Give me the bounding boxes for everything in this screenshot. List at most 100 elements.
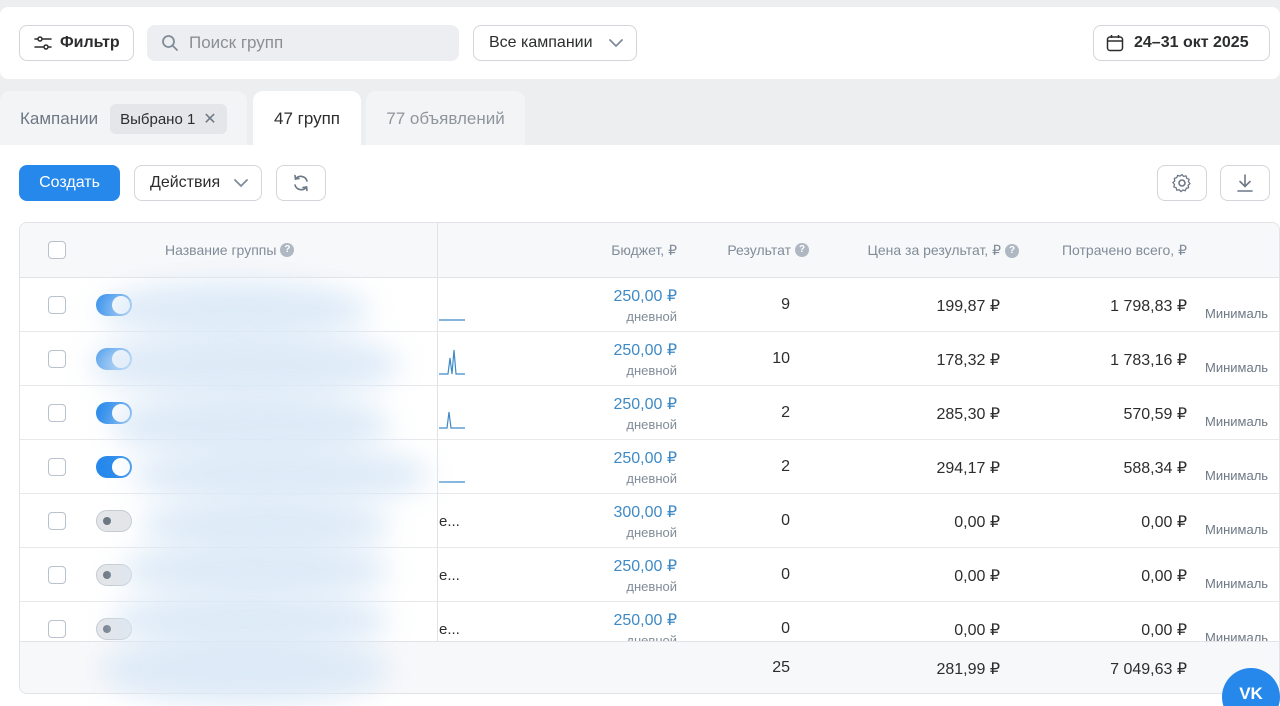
group-name-tail: е... [439, 513, 460, 530]
budget-period: дневной [626, 525, 677, 540]
budget-cell[interactable]: 250,00 ₽ дневной [613, 394, 677, 432]
date-range-button[interactable]: 24–31 окт 2025 [1093, 25, 1270, 61]
sparkline-chart [439, 411, 465, 429]
total-result: 25 [772, 659, 790, 676]
header-budget-label: Бюджет, ₽ [611, 242, 677, 258]
strategy-cell: Минималь [1205, 306, 1269, 321]
refresh-icon [294, 174, 308, 192]
help-icon[interactable]: ? [280, 243, 295, 257]
row-checkbox[interactable] [48, 296, 66, 314]
row-checkbox[interactable] [48, 512, 66, 530]
strategy-cell: Минималь [1205, 576, 1269, 591]
date-range-label: 24–31 окт 2025 [1134, 34, 1249, 51]
result-cell: 2 [781, 404, 790, 421]
sticky-column-divider [437, 223, 438, 641]
help-icon[interactable]: ? [1005, 243, 1019, 258]
spent-cell: 0,00 ₽ [1141, 514, 1187, 531]
actions-label: Действия [150, 174, 221, 191]
header-spent[interactable]: Потрачено всего, ₽ [1062, 242, 1187, 259]
refresh-button[interactable] [276, 165, 326, 201]
tab-groups-label: 47 групп [273, 109, 340, 128]
row-checkbox[interactable] [48, 350, 66, 368]
budget-amount[interactable]: 250,00 ₽ [613, 558, 677, 575]
tab-groups[interactable]: 47 групп [253, 91, 361, 147]
budget-amount[interactable]: 250,00 ₽ [613, 288, 677, 305]
budget-amount[interactable]: 250,00 ₽ [613, 450, 677, 467]
header-name[interactable]: Название группы? [165, 242, 295, 258]
select-all-checkbox[interactable] [48, 241, 66, 259]
status-toggle[interactable] [96, 618, 132, 640]
table-row[interactable]: 250,00 ₽ дневной 10 178,32 ₽ 1 783,16 ₽ М… [20, 332, 1279, 386]
tab-campaigns-label: Кампании [20, 109, 99, 128]
groups-table: Название группы? Бюджет, ₽ Результат? Це… [19, 222, 1280, 694]
spent-cell: 1 783,16 ₽ [1110, 352, 1187, 369]
actions-dropdown[interactable]: Действия [134, 165, 262, 201]
budget-cell[interactable]: 250,00 ₽ дневной [613, 556, 677, 594]
filter-label: Фильтр [60, 34, 120, 51]
table-totals-row: 25 281,99 ₽ 7 049,63 ₽ [20, 641, 1279, 693]
tab-ads-label: 77 объявлений [386, 109, 505, 128]
status-toggle[interactable] [96, 348, 132, 370]
budget-period: дневной [626, 417, 677, 432]
tab-campaigns[interactable]: Кампании Выбрано 1 ✕ [0, 91, 247, 147]
status-toggle[interactable] [96, 456, 132, 478]
budget-amount[interactable]: 250,00 ₽ [613, 612, 677, 629]
result-cell: 10 [772, 350, 790, 367]
download-button[interactable] [1220, 165, 1270, 201]
selected-chip-label: Выбрано 1 [120, 110, 196, 128]
table-row[interactable]: 250,00 ₽ дневной 2 294,17 ₽ 588,34 ₽ Мини… [20, 440, 1279, 494]
header-budget[interactable]: Бюджет, ₽ [611, 242, 677, 259]
table-row[interactable]: е... 300,00 ₽ дневной 0 0,00 ₽ 0,00 ₽ Мин… [20, 494, 1279, 548]
header-result[interactable]: Результат? [727, 242, 809, 258]
campaign-select[interactable]: Все кампании [473, 25, 637, 61]
status-toggle[interactable] [96, 510, 132, 532]
budget-cell[interactable]: 250,00 ₽ дневной [613, 448, 677, 486]
price-cell: 0,00 ₽ [954, 514, 1000, 531]
table-row[interactable]: 250,00 ₽ дневной 9 199,87 ₽ 1 798,83 ₽ Ми… [20, 278, 1279, 332]
row-checkbox[interactable] [48, 620, 66, 638]
group-name-tail: е... [439, 567, 460, 584]
strategy-cell: Минималь [1205, 468, 1269, 483]
price-cell: 0,00 ₽ [954, 568, 1000, 585]
budget-period: дневной [626, 309, 677, 324]
row-checkbox[interactable] [48, 566, 66, 584]
filter-button[interactable]: Фильтр [19, 25, 134, 61]
status-toggle[interactable] [96, 402, 132, 424]
close-icon[interactable]: ✕ [203, 111, 217, 128]
price-cell: 285,30 ₽ [936, 406, 1000, 423]
sparkline-chart [439, 319, 465, 321]
search-input[interactable] [189, 33, 449, 53]
tab-ads[interactable]: 77 объявлений [366, 91, 525, 147]
search-icon [162, 35, 178, 51]
header-name-label: Название группы [165, 242, 277, 258]
table-settings-button[interactable] [1157, 165, 1207, 201]
row-checkbox[interactable] [48, 404, 66, 422]
chevron-down-icon [234, 179, 248, 188]
filter-bar: Фильтр Все кампании 24–31 окт 2025 [0, 7, 1280, 79]
filter-sliders-icon [34, 36, 52, 50]
strategy-cell: Минималь [1205, 414, 1269, 429]
spent-cell: 1 798,83 ₽ [1110, 298, 1187, 315]
budget-cell[interactable]: 300,00 ₽ дневной [613, 502, 677, 540]
table-row[interactable]: е... 250,00 ₽ дневной 0 0,00 ₽ 0,00 ₽ Мин… [20, 548, 1279, 602]
row-checkbox[interactable] [48, 458, 66, 476]
header-price[interactable]: Цена за результат, ₽? [867, 242, 1019, 259]
create-button[interactable]: Создать [19, 165, 120, 201]
spent-cell: 0,00 ₽ [1141, 622, 1187, 639]
sparkline-chart [439, 481, 465, 483]
help-icon[interactable]: ? [795, 243, 809, 257]
budget-amount[interactable]: 300,00 ₽ [613, 504, 677, 521]
spent-cell: 0,00 ₽ [1141, 568, 1187, 585]
price-cell: 178,32 ₽ [936, 352, 1000, 369]
search-field[interactable] [147, 25, 459, 61]
gear-icon [1172, 173, 1191, 193]
status-toggle[interactable] [96, 564, 132, 586]
budget-cell[interactable]: 250,00 ₽ дневной [613, 286, 677, 324]
price-cell: 294,17 ₽ [936, 460, 1000, 477]
budget-cell[interactable]: 250,00 ₽ дневной [613, 340, 677, 378]
budget-amount[interactable]: 250,00 ₽ [613, 342, 677, 359]
status-toggle[interactable] [96, 294, 132, 316]
table-row[interactable]: 250,00 ₽ дневной 2 285,30 ₽ 570,59 ₽ Мини… [20, 386, 1279, 440]
strategy-cell: Минималь [1205, 360, 1269, 375]
budget-amount[interactable]: 250,00 ₽ [613, 396, 677, 413]
